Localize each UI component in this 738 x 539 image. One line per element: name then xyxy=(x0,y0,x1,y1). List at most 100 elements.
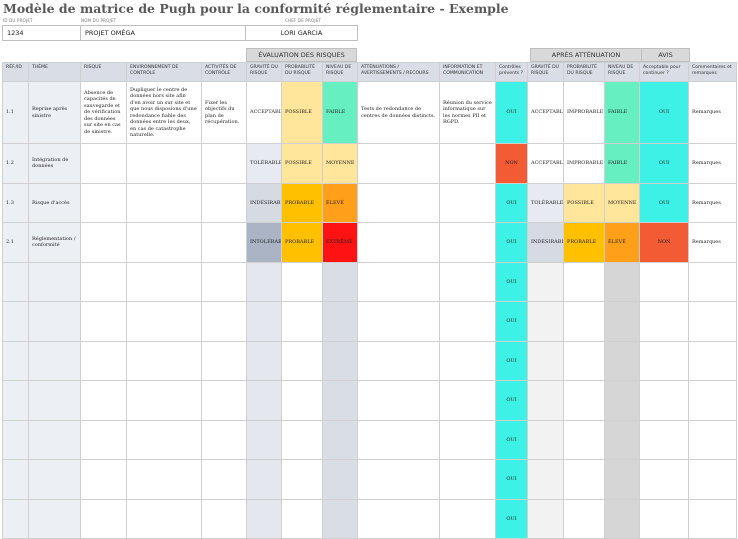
gravity-cell[interactable] xyxy=(246,340,282,381)
probability-after-cell[interactable]: IMPROBABLE xyxy=(563,81,605,144)
mitigation-cell[interactable] xyxy=(357,182,440,223)
remarks-cell[interactable] xyxy=(688,340,737,381)
environment-cell[interactable] xyxy=(126,498,202,539)
ref-cell[interactable] xyxy=(2,261,29,302)
environment-cell[interactable] xyxy=(126,143,202,184)
gravity-after-cell[interactable] xyxy=(527,459,564,500)
level-after-cell[interactable] xyxy=(604,380,640,421)
project-id-field[interactable]: 1234 xyxy=(2,25,81,41)
controls-cell[interactable]: OUI xyxy=(495,419,528,460)
gravity-after-cell[interactable]: ACCEPTABLE xyxy=(527,143,564,184)
risk-cell[interactable] xyxy=(80,261,127,302)
risk-cell[interactable] xyxy=(80,143,127,184)
level-cell[interactable]: EXTRÊME xyxy=(322,222,358,263)
controls-cell[interactable]: OUI xyxy=(495,459,528,500)
acceptable-cell[interactable] xyxy=(639,340,689,381)
risk-cell[interactable] xyxy=(80,380,127,421)
theme-cell[interactable]: Intégration de données xyxy=(28,143,81,184)
mitigation-cell[interactable] xyxy=(357,419,440,460)
activities-cell[interactable] xyxy=(201,459,247,500)
ref-cell[interactable] xyxy=(2,498,29,539)
information-cell[interactable] xyxy=(439,222,496,263)
ref-cell[interactable]: 1.2 xyxy=(2,143,29,184)
ref-cell[interactable]: 1.3 xyxy=(2,182,29,223)
gravity-after-cell[interactable] xyxy=(527,261,564,302)
controls-cell[interactable]: OUI xyxy=(495,301,528,342)
acceptable-cell[interactable] xyxy=(639,419,689,460)
mitigation-cell[interactable] xyxy=(357,301,440,342)
theme-cell[interactable] xyxy=(28,498,81,539)
theme-cell[interactable] xyxy=(28,340,81,381)
activities-cell[interactable] xyxy=(201,261,247,302)
environment-cell[interactable] xyxy=(126,419,202,460)
activities-cell[interactable] xyxy=(201,143,247,184)
gravity-after-cell[interactable]: TOLÉRABLE xyxy=(527,182,564,223)
acceptable-cell[interactable]: OUI xyxy=(639,182,689,223)
probability-after-cell[interactable]: PROBABLE xyxy=(563,222,605,263)
ref-cell[interactable] xyxy=(2,380,29,421)
level-cell[interactable]: MOYENNE xyxy=(322,143,358,184)
activities-cell[interactable] xyxy=(201,301,247,342)
level-cell[interactable]: ÉLEVÉ xyxy=(322,182,358,223)
level-after-cell[interactable] xyxy=(604,498,640,539)
environment-cell[interactable] xyxy=(126,380,202,421)
probability-after-cell[interactable] xyxy=(563,459,605,500)
theme-cell[interactable] xyxy=(28,419,81,460)
project-name-field[interactable]: PROJET OMÉGA xyxy=(80,25,246,41)
remarks-cell[interactable] xyxy=(688,261,737,302)
probability-after-cell[interactable]: POSSIBLE xyxy=(563,182,605,223)
acceptable-cell[interactable]: OUI xyxy=(639,143,689,184)
remarks-cell[interactable]: Remarques xyxy=(688,222,737,263)
information-cell[interactable] xyxy=(439,143,496,184)
theme-cell[interactable]: Risque d'accès xyxy=(28,182,81,223)
acceptable-cell[interactable] xyxy=(639,498,689,539)
activities-cell[interactable] xyxy=(201,340,247,381)
probability-after-cell[interactable] xyxy=(563,301,605,342)
controls-cell[interactable]: OUI xyxy=(495,222,528,263)
ref-cell[interactable]: 1.1 xyxy=(2,81,29,144)
project-lead-field[interactable]: LORI GARCIA xyxy=(245,25,358,41)
remarks-cell[interactable] xyxy=(688,419,737,460)
controls-cell[interactable]: OUI xyxy=(495,81,528,144)
level-cell[interactable] xyxy=(322,301,358,342)
gravity-after-cell[interactable] xyxy=(527,498,564,539)
controls-cell[interactable]: OUI xyxy=(495,340,528,381)
level-after-cell[interactable] xyxy=(604,261,640,302)
activities-cell[interactable] xyxy=(201,222,247,263)
probability-cell[interactable] xyxy=(281,340,323,381)
gravity-after-cell[interactable] xyxy=(527,340,564,381)
probability-cell[interactable] xyxy=(281,419,323,460)
environment-cell[interactable] xyxy=(126,222,202,263)
probability-cell[interactable]: PROBABLE xyxy=(281,182,323,223)
risk-cell[interactable] xyxy=(80,301,127,342)
level-after-cell[interactable] xyxy=(604,419,640,460)
gravity-cell[interactable] xyxy=(246,498,282,539)
ref-cell[interactable] xyxy=(2,459,29,500)
remarks-cell[interactable] xyxy=(688,498,737,539)
controls-cell[interactable]: NON xyxy=(495,143,528,184)
ref-cell[interactable]: 2.1 xyxy=(2,222,29,263)
level-cell[interactable] xyxy=(322,498,358,539)
controls-cell[interactable]: OUI xyxy=(495,380,528,421)
probability-after-cell[interactable] xyxy=(563,498,605,539)
level-after-cell[interactable]: MOYENNE xyxy=(604,182,640,223)
ref-cell[interactable] xyxy=(2,419,29,460)
gravity-cell[interactable]: TOLÉRABLE xyxy=(246,143,282,184)
acceptable-cell[interactable] xyxy=(639,459,689,500)
controls-cell[interactable]: OUI xyxy=(495,261,528,302)
probability-cell[interactable] xyxy=(281,301,323,342)
remarks-cell[interactable]: Remarques xyxy=(688,81,737,144)
information-cell[interactable] xyxy=(439,380,496,421)
acceptable-cell[interactable] xyxy=(639,261,689,302)
activities-cell[interactable] xyxy=(201,380,247,421)
mitigation-cell[interactable] xyxy=(357,261,440,302)
environment-cell[interactable] xyxy=(126,459,202,500)
risk-cell[interactable] xyxy=(80,222,127,263)
information-cell[interactable]: Réunion du service informatique sur les … xyxy=(439,81,496,144)
level-after-cell[interactable] xyxy=(604,459,640,500)
mitigation-cell[interactable] xyxy=(357,380,440,421)
information-cell[interactable] xyxy=(439,498,496,539)
environment-cell[interactable] xyxy=(126,182,202,223)
gravity-cell[interactable]: INTOLÉRABLE xyxy=(246,222,282,263)
probability-after-cell[interactable] xyxy=(563,261,605,302)
